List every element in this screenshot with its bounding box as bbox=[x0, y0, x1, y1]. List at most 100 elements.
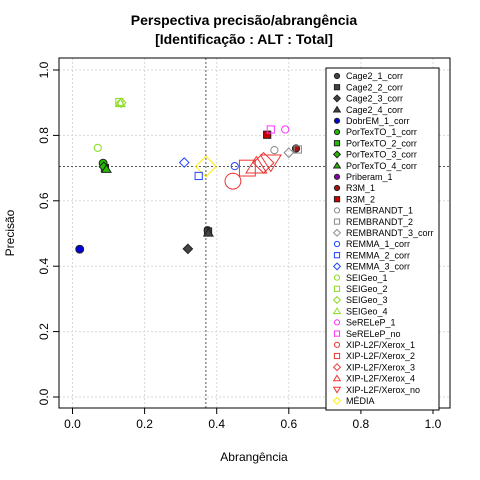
plot-frame bbox=[58, 57, 451, 409]
legend-label: Cage2_1_corr bbox=[346, 71, 403, 81]
legend-entry: REMMA_1_corr bbox=[333, 239, 410, 249]
legend-marker bbox=[332, 150, 342, 159]
legend-marker bbox=[332, 94, 342, 103]
legend-label: PorTexTO_1_corr bbox=[346, 127, 417, 137]
legend-entry: REMBRANDT_3_corr bbox=[332, 228, 434, 238]
legend-marker bbox=[332, 161, 342, 169]
legend-label: SeRELeP_no bbox=[346, 329, 401, 339]
legend-marker bbox=[333, 184, 341, 192]
legend-label: Cage2_4_corr bbox=[346, 105, 403, 115]
legend-marker bbox=[332, 374, 342, 382]
legend-box bbox=[325, 67, 440, 411]
legend-label: DobrEM_1_corr bbox=[346, 116, 410, 126]
legend-marker bbox=[333, 240, 341, 248]
data-point bbox=[202, 227, 214, 237]
data-point bbox=[182, 243, 194, 255]
legend-label: SEIGeo_3 bbox=[346, 295, 388, 305]
legend-marker bbox=[333, 196, 341, 203]
y-tick-label: 1.0 bbox=[37, 61, 51, 78]
legend-entry: Cage2_4_corr bbox=[332, 105, 403, 115]
legend-marker bbox=[332, 295, 342, 305]
legend-entry: R3M_1 bbox=[333, 183, 375, 193]
legend-label: PorTexTO_2_corr bbox=[346, 138, 417, 148]
data-point bbox=[114, 98, 127, 108]
legend-marker bbox=[333, 140, 341, 147]
data-point bbox=[230, 162, 239, 171]
legend-entry: PorTexTO_2_corr bbox=[333, 138, 417, 148]
x-axis-label: Abrangência bbox=[220, 450, 288, 464]
y-tick-label: 0.8 bbox=[37, 127, 51, 144]
legend-marker bbox=[333, 72, 341, 80]
legend-label: REMBRANDT_1 bbox=[346, 206, 413, 216]
legend-marker bbox=[332, 307, 342, 315]
legend-label: R3M_2 bbox=[346, 194, 375, 204]
legend-label: SEIGeo_4 bbox=[346, 306, 388, 316]
legend-marker bbox=[333, 117, 341, 124]
legend-marker bbox=[333, 252, 341, 259]
legend-entry: SEIGeo_3 bbox=[332, 295, 388, 305]
legend-label: REMBRANDT_3_corr bbox=[346, 228, 434, 238]
data-point bbox=[115, 97, 127, 109]
legend-label: PorTexTO_3_corr bbox=[346, 150, 417, 160]
legend-marker bbox=[332, 262, 342, 271]
data-point bbox=[194, 171, 203, 181]
legend-marker bbox=[333, 173, 341, 180]
y-tick-label: 0.0 bbox=[37, 388, 51, 405]
legend-entry: REMBRANDT_1 bbox=[333, 206, 413, 216]
legend-marker bbox=[333, 274, 341, 281]
legend-entry: REMMA_3_corr bbox=[332, 262, 410, 272]
legend-entry: REMMA_2_corr bbox=[333, 250, 410, 260]
legend-label: PorTexTO_4_corr bbox=[346, 161, 417, 171]
legend-entry: SeRELeP_1 bbox=[333, 318, 396, 328]
legend-entry: XIP-L2F/Xerox_no bbox=[332, 385, 420, 395]
legend-entry: PorTexTO_1_corr bbox=[333, 127, 417, 137]
legend-entry: DobrEM_1_corr bbox=[333, 116, 410, 126]
data-point bbox=[281, 125, 290, 134]
legend-marker bbox=[332, 386, 342, 394]
legend-marker bbox=[332, 228, 342, 237]
legend-marker bbox=[333, 330, 341, 337]
legend-label: REMMA_1_corr bbox=[346, 239, 410, 249]
legend-label: REMMA_2_corr bbox=[346, 250, 410, 260]
legend-entry: SEIGeo_1 bbox=[333, 273, 388, 283]
legend-marker bbox=[332, 363, 342, 372]
x-tick-label: 0.4 bbox=[208, 417, 225, 431]
legend-label: R3M_1 bbox=[346, 183, 375, 193]
legend-entry: Cage2_1_corr bbox=[333, 71, 403, 81]
chart-subtitle: [Identificação : ALT : Total] bbox=[155, 31, 333, 47]
data-point bbox=[270, 146, 279, 155]
data-point bbox=[245, 155, 268, 174]
data-point bbox=[224, 172, 242, 190]
chart-title: Perspectiva precisão/abrangência bbox=[131, 12, 358, 28]
data-point bbox=[238, 159, 256, 177]
legend-entry: XIP-L2F/Xerox_3 bbox=[332, 362, 415, 372]
legend-marker bbox=[333, 84, 341, 91]
legend-marker bbox=[333, 319, 341, 326]
data-point bbox=[293, 145, 302, 154]
legend-entry: PorTexTO_4_corr bbox=[332, 161, 417, 171]
data-point bbox=[259, 154, 282, 173]
x-tick-label: 0.6 bbox=[280, 417, 297, 431]
data-point bbox=[100, 163, 112, 173]
legend-label: REMBRANDT_2 bbox=[346, 217, 413, 227]
legend-marker bbox=[333, 128, 341, 136]
legend-label: XIP-L2F/Xerox_2 bbox=[346, 351, 415, 361]
legend-marker bbox=[333, 285, 341, 292]
data-point bbox=[194, 155, 217, 178]
legend-label: SeRELeP_1 bbox=[346, 318, 396, 328]
data-point bbox=[75, 244, 85, 254]
legend-label: SEIGeo_2 bbox=[346, 284, 388, 294]
data-point bbox=[266, 125, 275, 134]
legend-label: MÉDIA bbox=[346, 396, 375, 406]
y-tick-label: 0.4 bbox=[37, 258, 51, 275]
data-point bbox=[178, 157, 190, 168]
x-tick-label: 0.0 bbox=[64, 417, 81, 431]
legend-entry: SEIGeo_4 bbox=[332, 306, 388, 316]
legend-marker bbox=[333, 207, 341, 214]
y-tick-label: 0.2 bbox=[37, 323, 51, 340]
legend-entry: REMBRANDT_2 bbox=[333, 217, 413, 227]
legend-label: XIP-L2F/Xerox_no bbox=[346, 385, 420, 395]
legend-entry: SeRELeP_no bbox=[333, 329, 401, 339]
